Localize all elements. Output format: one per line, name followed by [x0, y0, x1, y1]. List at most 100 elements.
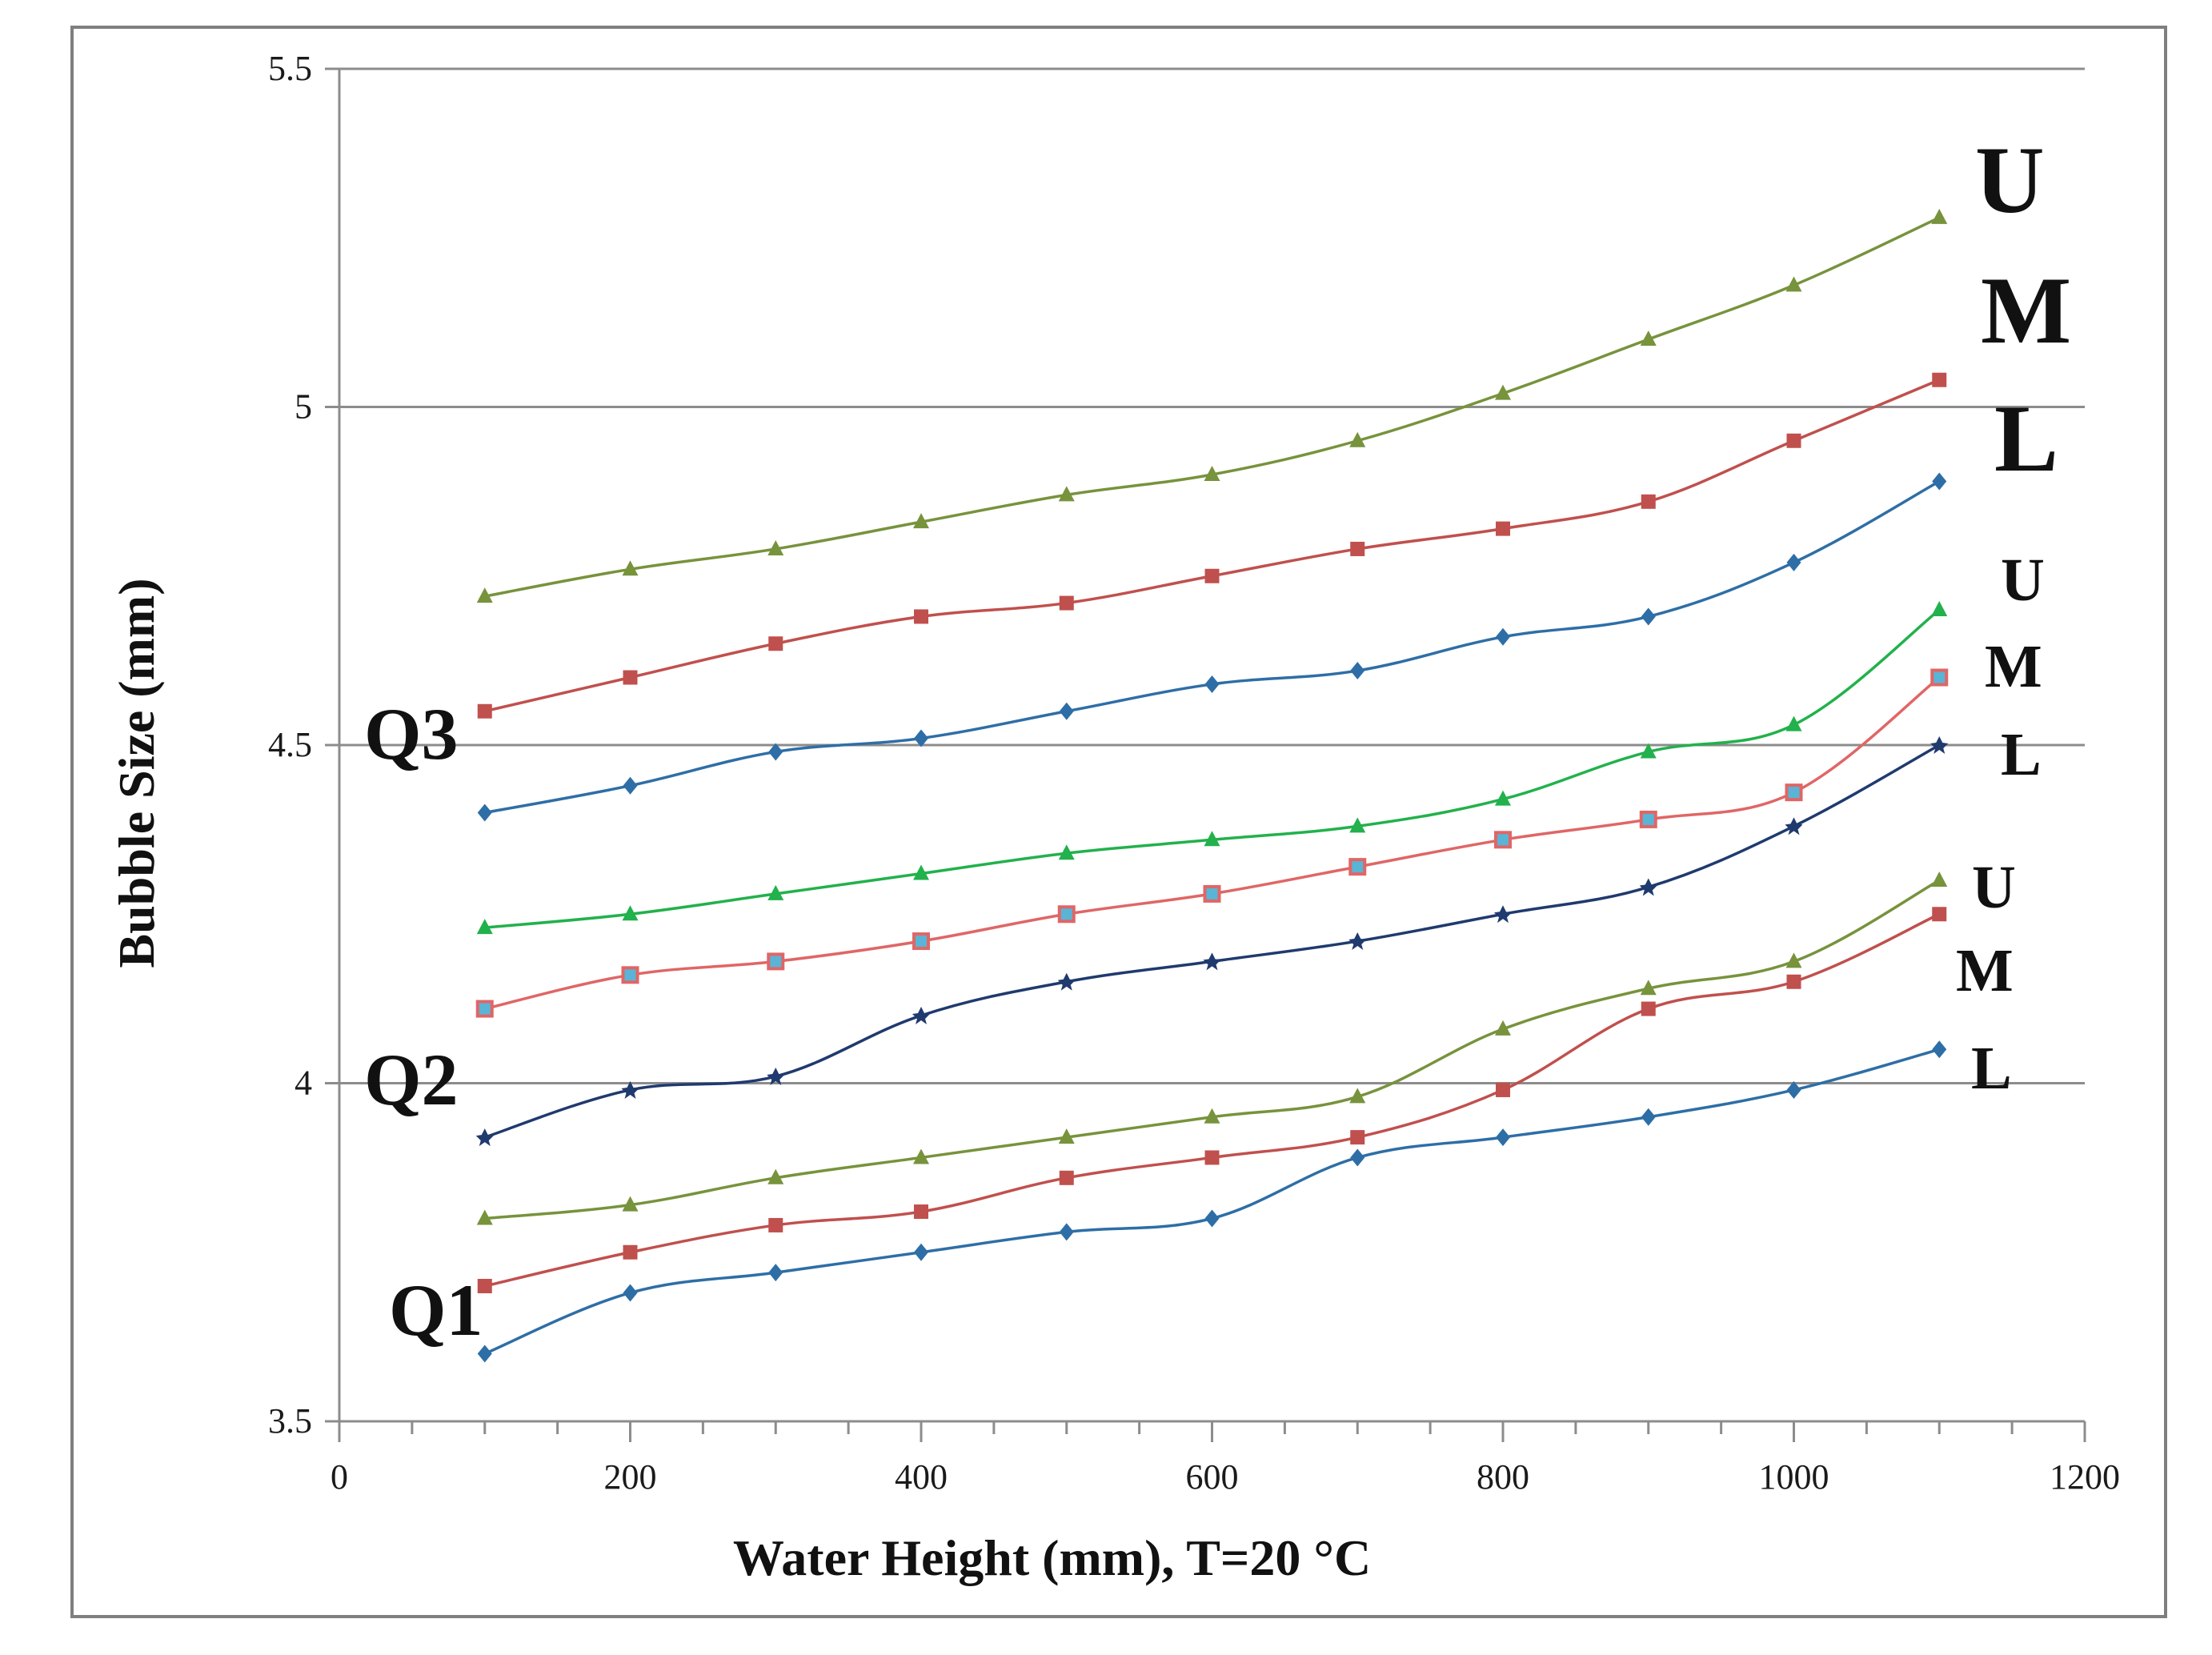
data-point: [1349, 431, 1366, 447]
data-point: [1932, 372, 1947, 387]
data-point: [768, 636, 783, 651]
data-point: [768, 1264, 783, 1282]
data-point: [1931, 872, 1948, 887]
data-point: [1931, 208, 1948, 224]
data-point: [1204, 1209, 1220, 1228]
data-point: [1495, 384, 1511, 400]
data-point: [1204, 568, 1220, 583]
data-point: [623, 776, 638, 795]
data-point: [1930, 668, 1949, 687]
data-point: [1785, 817, 1803, 836]
data-point: [914, 729, 928, 747]
chart-frame: [70, 26, 2167, 1618]
data-point: [1350, 541, 1365, 556]
data-point: [1931, 601, 1948, 616]
data-point: [1785, 952, 1802, 968]
y-tick-label: 3.5: [268, 1401, 312, 1441]
annotation-q3-l: L: [1994, 385, 2058, 491]
data-point: [1640, 980, 1657, 996]
data-point: [1348, 858, 1367, 876]
data-point: [1204, 466, 1220, 481]
series-q2-m: [475, 668, 1949, 1018]
annotation-q2-m: M: [1985, 633, 2042, 700]
data-point: [1204, 1108, 1220, 1124]
x-tick-label: 1000: [1759, 1457, 1829, 1497]
data-point: [1059, 595, 1074, 611]
data-point: [1641, 1001, 1656, 1016]
data-point: [1785, 783, 1803, 802]
data-point: [913, 1148, 929, 1164]
x-tick-label: 1200: [2050, 1457, 2120, 1497]
y-tick-label: 4.5: [268, 725, 312, 764]
data-point: [767, 884, 784, 900]
data-point: [1059, 1223, 1074, 1241]
data-point: [767, 1168, 784, 1184]
series-q1-m: [477, 907, 1947, 1293]
x-tick-label: 200: [604, 1457, 657, 1497]
annotation-q3: Q3: [364, 693, 459, 775]
data-point: [1640, 331, 1657, 346]
data-point: [623, 670, 638, 685]
x-tick-label: 600: [1186, 1457, 1239, 1497]
series-line: [484, 379, 1940, 713]
data-point: [1204, 831, 1220, 847]
data-point: [623, 1244, 638, 1260]
series-line: [484, 743, 1941, 1139]
data-point: [1058, 1128, 1075, 1144]
data-point: [1059, 702, 1074, 720]
annotation-q2: Q2: [364, 1039, 459, 1120]
x-tick-label: 400: [895, 1457, 948, 1497]
data-point: [1786, 433, 1801, 448]
series-q1-l: [477, 1040, 1947, 1363]
data-point: [1932, 907, 1947, 922]
series-q3-u: [476, 208, 1948, 603]
data-point: [622, 905, 639, 921]
data-point: [477, 803, 492, 822]
series-q3-l: [477, 472, 1947, 822]
series-line: [484, 879, 1941, 1220]
data-point: [1932, 472, 1947, 491]
annotation-q3-u: U: [1975, 126, 2045, 233]
data-point: [475, 1128, 494, 1147]
data-point: [1496, 1082, 1510, 1097]
data-point: [1496, 521, 1510, 536]
annotation-q2-u: U: [2001, 547, 2045, 614]
data-point: [1641, 1108, 1656, 1126]
data-point: [1349, 817, 1366, 833]
data-point: [477, 1344, 492, 1363]
data-point: [1203, 884, 1221, 903]
data-point: [913, 513, 929, 529]
data-point: [1640, 743, 1657, 759]
data-point: [1058, 486, 1075, 502]
x-tick-label: 800: [1477, 1457, 1529, 1497]
data-point: [476, 1209, 493, 1225]
data-point: [914, 609, 928, 624]
data-point: [475, 1000, 494, 1018]
data-point: [1059, 1170, 1074, 1185]
data-point: [1350, 1148, 1365, 1167]
data-point: [1494, 905, 1512, 924]
annotation-q1-u: U: [1972, 854, 2016, 921]
y-tick-label: 5: [295, 387, 312, 427]
data-point: [912, 932, 930, 951]
data-point: [1786, 553, 1801, 571]
y-tick-label: 5.5: [268, 49, 312, 88]
data-point: [912, 1007, 930, 1024]
series-q2-l: [475, 736, 1949, 1147]
series-q2-u: [476, 601, 1948, 935]
data-point: [1203, 952, 1221, 971]
data-point: [477, 703, 492, 719]
annotation-q1: Q1: [389, 1269, 483, 1351]
data-point: [1057, 972, 1076, 991]
data-point: [1496, 627, 1510, 646]
annotation-q1-m: M: [1956, 937, 2014, 1004]
data-point: [1785, 715, 1802, 731]
x-axis-title: Water Height (mm), T=20 °C: [733, 1529, 1371, 1586]
data-point: [1494, 831, 1512, 849]
data-point: [1639, 878, 1657, 896]
data-point: [1786, 1080, 1801, 1099]
data-point: [768, 1217, 783, 1232]
y-axis-title: Bubble Size (mm): [108, 578, 165, 968]
annotation-q1-l: L: [1971, 1035, 2012, 1102]
x-tick-label: 0: [331, 1457, 348, 1497]
